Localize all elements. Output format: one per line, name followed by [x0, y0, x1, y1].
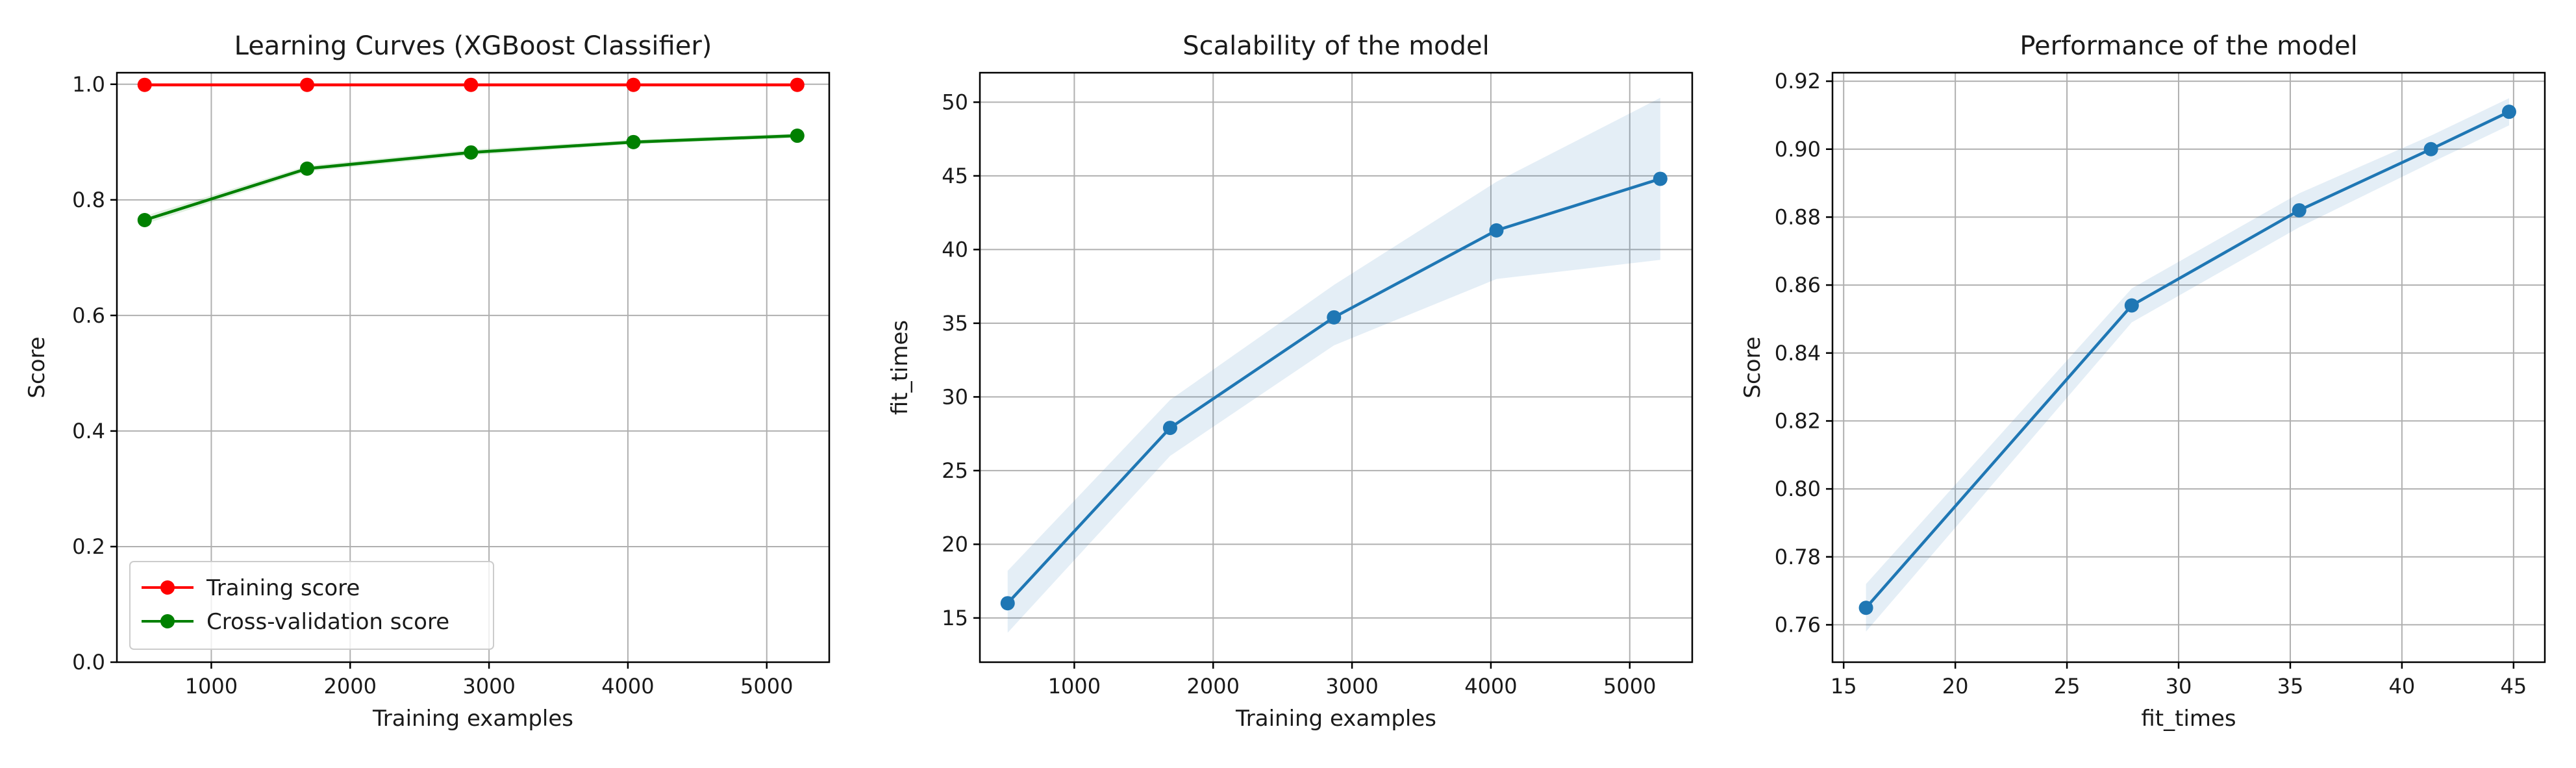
performance-series-0-point: [2423, 142, 2438, 156]
performance-xtick-label: 45: [2500, 674, 2527, 699]
learning-curves-series-0-point: [137, 77, 152, 92]
scalability-series-0-point: [1000, 596, 1015, 611]
performance-ytick-label: 0.84: [1775, 341, 1821, 365]
scalability-xlabel: Training examples: [1235, 706, 1436, 732]
scalability-xtick-label: 5000: [1603, 674, 1656, 699]
performance-lines: [1864, 110, 2510, 609]
learning-curves-ytick-label: 0.8: [72, 188, 105, 212]
scalability-ytick-label: 15: [942, 606, 968, 630]
performance-ytick-label: 0.90: [1775, 137, 1821, 162]
learning-curves-series-1-point: [464, 145, 479, 160]
scalability-title: Scalability of the model: [1182, 31, 1490, 61]
performance-xtick-label: 25: [2054, 674, 2081, 699]
scalability-ytick-label: 40: [942, 237, 968, 262]
performance-series-0-point: [2124, 298, 2139, 313]
performance-ytick-label: 0.76: [1775, 612, 1821, 637]
legend-label-cross-validation: Cross-validation score: [206, 609, 449, 635]
scalability-ylabel: fit_times: [887, 320, 913, 415]
scalability-points: [1000, 171, 1668, 611]
scalability-xtick-label: 4000: [1464, 674, 1517, 699]
legend-box: [129, 561, 494, 650]
performance-xlabel: fit_times: [2141, 706, 2236, 732]
performance-frame: [1831, 71, 2546, 663]
scalability-series-0-point: [1653, 171, 1668, 186]
legend-marker-training: [160, 580, 175, 595]
learning-curves-xtick-label: 3000: [462, 674, 515, 699]
learning-curves-ytick-label: 0.6: [72, 303, 105, 328]
learning-curves-xlabel: Training examples: [372, 706, 573, 732]
scalability-panel: 1000 2000 3000 4000 5000 15 20 25 30 35 40 45 50 Sca…: [887, 31, 1694, 732]
scalability-series-0-point: [1489, 223, 1504, 238]
performance-series-0-band: [1866, 98, 2509, 632]
learning-curves-series-1-point: [137, 213, 152, 227]
performance-ytick-label: 0.82: [1775, 408, 1821, 433]
learning-curves-title: Learning Curves (XGBoost Classifier): [234, 31, 712, 61]
learning-curves-legend: Training score Cross-validation score: [129, 561, 494, 650]
learning-curves-xtick-label: 5000: [740, 674, 793, 699]
legend-marker-cross-validation: [160, 614, 175, 628]
performance-ytick-label: 0.78: [1775, 545, 1821, 569]
performance-ylabel: Score: [1740, 336, 1766, 398]
scalability-bands: [1007, 97, 1660, 633]
scalability-ytick-label: 50: [942, 90, 968, 114]
learning-curves-ytick-label: 0.2: [72, 534, 105, 559]
scalability-series-0-point: [1162, 421, 1177, 436]
legend-label-training: Training score: [206, 575, 360, 601]
learning-curves-series-1-point: [790, 129, 805, 143]
scalability-series-0-band: [1007, 97, 1660, 633]
learning-curves-ytick-label: 0.0: [72, 650, 105, 675]
learning-curves-ytick-label: 0.4: [72, 419, 105, 443]
performance-ticks: 15 20 25 30 35 40 45 0.76 0.78 0.80 0.82 0.84 0.86 0.…: [1775, 69, 2527, 699]
performance-series-0-line: [1864, 110, 2510, 609]
performance-ytick-label: 0.92: [1775, 69, 1821, 93]
scalability-grid: [980, 73, 1692, 662]
learning-curves-series-0-point: [299, 77, 314, 92]
performance-ytick-label: 0.86: [1775, 273, 1821, 297]
learning-curves-points: [137, 77, 805, 227]
scalability-series-0-point: [1327, 310, 1342, 325]
learning-curves-series-0-point: [790, 77, 805, 92]
performance-title: Performance of the model: [2020, 31, 2357, 61]
learning-curves-ylabel: Score: [24, 336, 50, 398]
performance-series-0-point: [2292, 203, 2307, 217]
scalability-ytick-label: 35: [942, 311, 968, 336]
learning-curves-frame: [116, 71, 831, 663]
learning-curves-xtick-label: 2000: [324, 674, 377, 699]
scalability-xtick-label: 3000: [1325, 674, 1378, 699]
scalability-xtick-label: 1000: [1048, 674, 1101, 699]
learning-curves-xtick-label: 1000: [185, 674, 238, 699]
performance-xtick-label: 20: [1942, 674, 1969, 699]
performance-xtick-label: 35: [2277, 674, 2304, 699]
learning-curves-series-0-point: [626, 77, 641, 92]
learning-curves-series-1-point: [626, 134, 641, 149]
performance-grid: [1832, 73, 2545, 662]
learning-curves-panel: 1000 2000 3000 4000 5000 0.0 0.2 0.4 0.6 0.8 1.0 L…: [24, 31, 831, 732]
learning-curves-ytick-label: 1.0: [72, 72, 105, 97]
performance-xtick-label: 15: [1831, 674, 1857, 699]
performance-series-0-point: [1858, 601, 1873, 615]
learning-curves-series-1-point: [299, 161, 314, 176]
scalability-xtick-label: 2000: [1187, 674, 1240, 699]
performance-xtick-label: 30: [2166, 674, 2192, 699]
scalability-ticks: 1000 2000 3000 4000 5000 15 20 25 30 35 40 45 50: [942, 90, 1656, 699]
performance-points: [1858, 105, 2516, 615]
scalability-frame: [979, 71, 1694, 663]
scalability-ytick-label: 45: [942, 164, 968, 188]
learning-curves-xtick-label: 4000: [601, 674, 654, 699]
learning-curves-ticks: 1000 2000 3000 4000 5000 0.0 0.2 0.4 0.6 0.8 1.0: [72, 72, 793, 699]
scalability-ytick-label: 20: [942, 532, 968, 556]
performance-bands: [1866, 98, 2509, 632]
performance-panel: 15 20 25 30 35 40 45 0.76 0.78 0.80 0.82 0.84 0.86 0.…: [1740, 31, 2546, 732]
learning-curves-series-0-point: [464, 77, 479, 92]
performance-xtick-label: 40: [2389, 674, 2416, 699]
scalability-ytick-label: 25: [942, 458, 968, 483]
performance-ytick-label: 0.80: [1775, 477, 1821, 501]
scalability-ytick-label: 30: [942, 384, 968, 409]
performance-ytick-label: 0.88: [1775, 204, 1821, 229]
performance-series-0-point: [2501, 105, 2516, 119]
